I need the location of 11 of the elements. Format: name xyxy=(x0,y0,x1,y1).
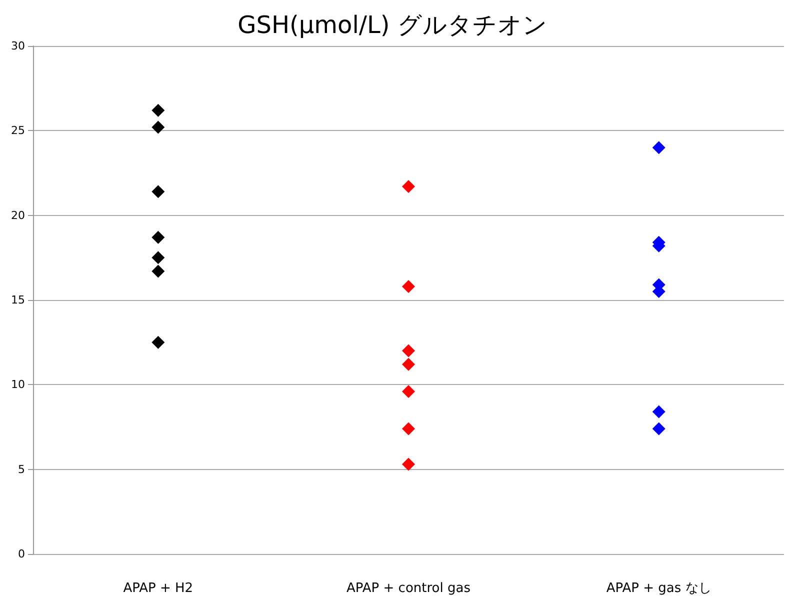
x-tick-label: APAP + gas なし xyxy=(606,581,712,596)
x-tick-label: APAP + control gas xyxy=(346,581,471,596)
y-tick-label: 10 xyxy=(11,378,25,392)
chart-title: GSH(μmol/L) グルタチオン xyxy=(238,11,548,39)
y-tick-label: 20 xyxy=(11,208,25,222)
y-tick-label: 0 xyxy=(18,548,25,560)
y-tick-label: 30 xyxy=(11,40,25,52)
y-tick-label: 5 xyxy=(18,462,25,476)
x-tick-label: APAP + H2 xyxy=(123,581,194,596)
y-tick-label: 15 xyxy=(11,294,25,306)
y-tick-label: 25 xyxy=(11,124,25,138)
